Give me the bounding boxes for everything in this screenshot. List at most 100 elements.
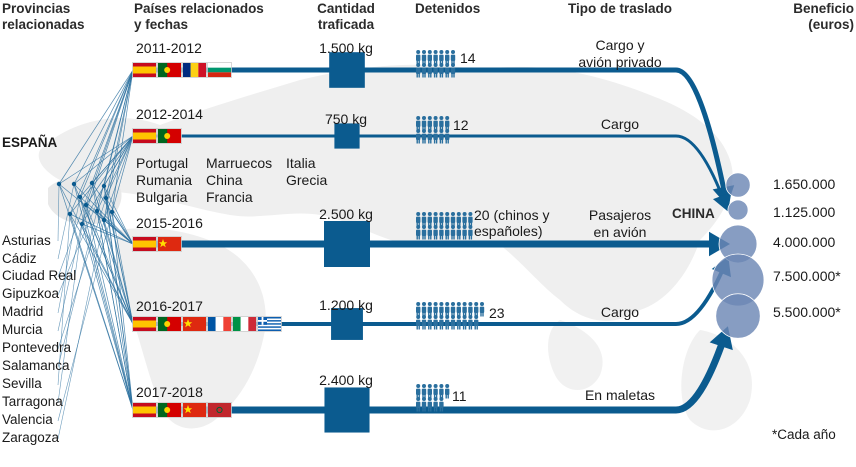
- header-provincias-line1: Provincias: [2, 1, 71, 16]
- person-icon: [427, 129, 432, 144]
- province-item: Tarragona: [2, 394, 63, 409]
- province-item: Zaragoza: [2, 430, 60, 445]
- header-paises: Países relacionados y fechas: [134, 1, 264, 33]
- country-name: Grecia: [286, 172, 328, 188]
- province-leader-line: [57, 197, 107, 350]
- person-icon: [421, 384, 427, 399]
- city-dot: [71, 181, 77, 187]
- person-icon: [416, 129, 421, 144]
- province-leader-line: [57, 210, 98, 368]
- connection-line: [96, 210, 134, 411]
- flag-pt: [157, 128, 182, 144]
- flag-it: [232, 316, 257, 332]
- flag-es: [132, 402, 157, 418]
- country-flags: [132, 62, 282, 418]
- city-dot: [103, 195, 109, 201]
- province-connection-lines: [56, 69, 134, 440]
- country-name: Francia: [206, 189, 253, 205]
- flag-cn: [182, 316, 207, 332]
- person-icon: [421, 315, 427, 330]
- flag-es: [132, 128, 157, 144]
- connection-line: [81, 69, 134, 225]
- person-icon: [433, 129, 438, 144]
- person-icon: [450, 302, 456, 317]
- province-item: Pontevedra: [2, 340, 72, 355]
- person-icon: [445, 225, 450, 240]
- person-icon: [456, 212, 461, 227]
- connection-line: [73, 183, 134, 245]
- person-icon: [462, 302, 467, 317]
- detained-count: 14: [460, 50, 476, 66]
- person-icon: [468, 302, 473, 317]
- city-dot: [77, 194, 83, 200]
- route-period: 2016-2017: [136, 298, 203, 314]
- transport-line: Pasajeros: [588, 207, 652, 223]
- person-icon: [433, 315, 438, 330]
- header-tipo-traslado: Tipo de traslado: [568, 1, 673, 16]
- person-icon: [439, 315, 444, 330]
- province-item: Murcia: [2, 322, 43, 337]
- province-leader-line: [57, 213, 71, 386]
- connection-line: [79, 69, 134, 198]
- connection-line: [79, 135, 134, 198]
- detainee-icons: [416, 50, 485, 412]
- connection-line: [69, 69, 134, 215]
- flag-es: [132, 62, 157, 78]
- person-icon: [462, 315, 467, 330]
- province-item: Cádiz: [2, 251, 37, 266]
- province-leader-line: [57, 183, 75, 260]
- province-leader-line: [57, 182, 93, 278]
- person-icon: [445, 50, 450, 65]
- person-icon: [433, 225, 438, 240]
- detained-count: 20 (chinos y españoles): [474, 207, 550, 239]
- connection-line: [105, 69, 134, 199]
- quantity-square: [324, 387, 370, 433]
- person-icon: [416, 315, 421, 330]
- person-icon: [433, 50, 438, 65]
- connection-line: [111, 69, 134, 213]
- header-cantidad: Cantidad traficada: [306, 1, 386, 33]
- connection-line: [69, 135, 134, 215]
- province-item: Gipuzkoa: [2, 286, 60, 301]
- person-icon: [433, 116, 438, 131]
- flag-bg: [207, 62, 232, 78]
- province-leader-line: [57, 219, 105, 440]
- person-icon: [416, 384, 421, 399]
- espana-label: ESPAÑA: [2, 135, 58, 150]
- city-dot: [109, 209, 115, 215]
- header-paises-line1: Países relacionados: [134, 1, 264, 16]
- person-icon: [433, 212, 438, 227]
- flag-pt: [157, 316, 182, 332]
- flag-cn: [182, 402, 207, 418]
- transport-label: En maletas: [584, 387, 656, 403]
- connection-line: [69, 213, 134, 245]
- connection-line: [103, 219, 134, 411]
- person-icon: [421, 397, 427, 412]
- province-item: Madrid: [2, 304, 44, 319]
- header-beneficio: Beneficio (euros): [760, 1, 854, 33]
- person-icon: [445, 129, 450, 144]
- country-name: Rumania: [136, 172, 193, 188]
- route-arrow-line: [153, 134, 728, 207]
- city-dot: [79, 221, 85, 227]
- flag-ro: [182, 62, 207, 78]
- quantity-label: 1.200 kg: [319, 297, 373, 313]
- province-leader-line: [57, 211, 113, 422]
- person-icon: [468, 225, 473, 240]
- city-dot: [101, 217, 107, 223]
- connection-line: [111, 211, 134, 411]
- person-icon: [445, 302, 450, 317]
- quantity-label: 1.500 kg: [319, 40, 373, 56]
- person-icon: [433, 302, 438, 317]
- profit-bubbles: [711, 172, 765, 339]
- person-icon: [445, 63, 450, 78]
- connection-line: [81, 135, 134, 225]
- quantity-square: [331, 308, 363, 340]
- quantity-label: 750 kg: [324, 111, 368, 127]
- person-icon: [439, 302, 444, 317]
- profit-label: 1.650.000: [773, 176, 836, 192]
- detained-count: 12: [453, 117, 469, 133]
- route-period: 2012-2014: [136, 106, 203, 122]
- transport-label: Cargo y avión privado: [560, 37, 680, 71]
